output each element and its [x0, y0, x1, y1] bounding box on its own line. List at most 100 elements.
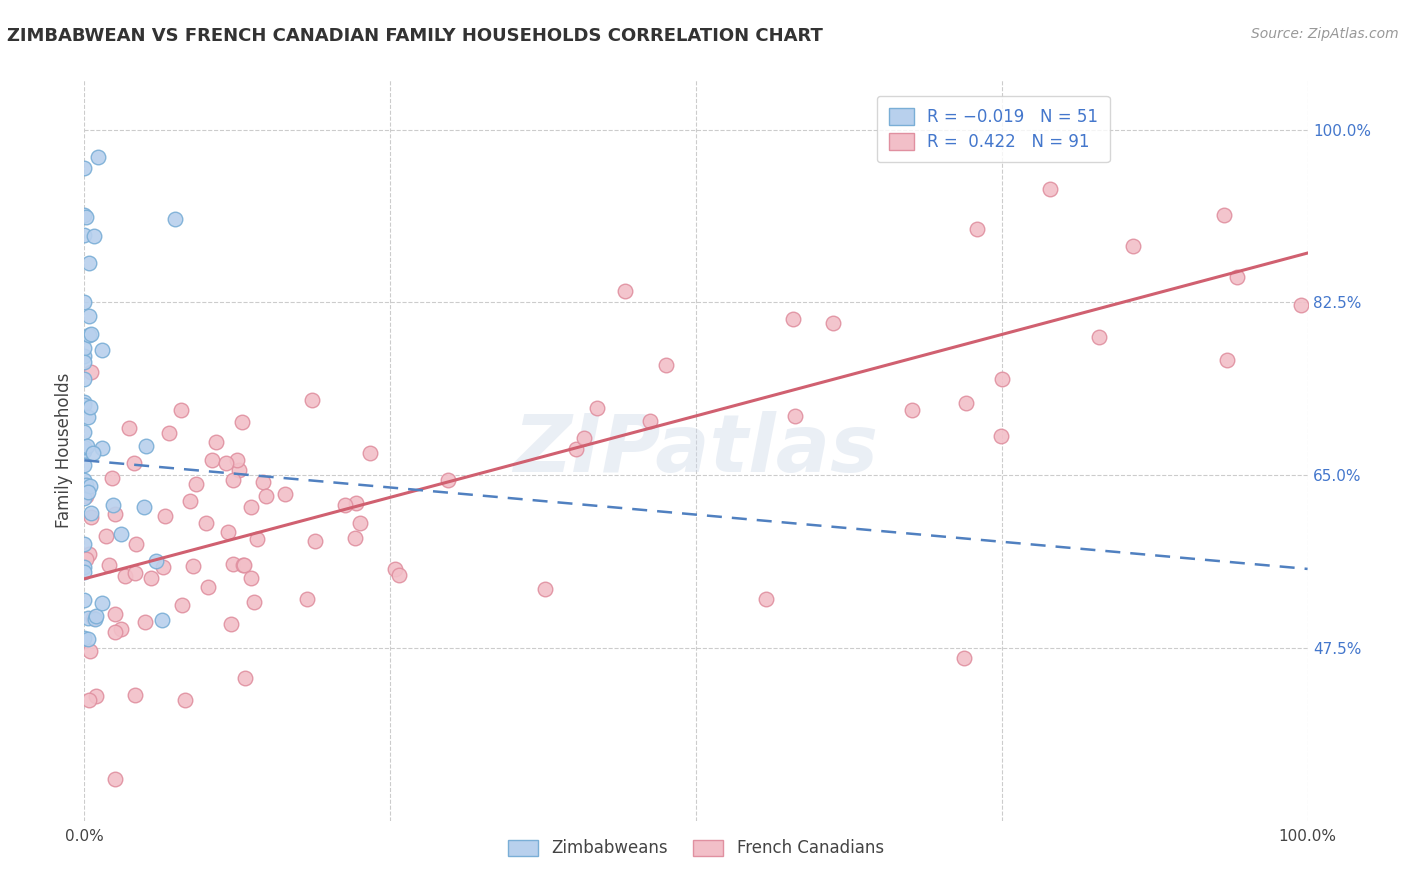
Point: [966, 221, 988, 235]
Point: [124, 566, 146, 580]
Point: [155, 508, 177, 523]
Point: [344, 496, 367, 510]
Point: [73, 631, 96, 645]
Point: [101, 471, 124, 485]
Point: [388, 568, 411, 582]
Point: [79, 256, 101, 270]
Point: [1088, 330, 1111, 344]
Point: [77, 692, 100, 706]
Text: ZIPatlas: ZIPatlas: [513, 411, 879, 490]
Point: [655, 358, 678, 372]
Point: [90, 441, 112, 455]
Point: [104, 624, 127, 639]
Point: [205, 435, 228, 450]
Point: [157, 425, 180, 440]
Point: [197, 580, 219, 594]
Point: [240, 500, 263, 514]
Point: [139, 571, 162, 585]
Point: [231, 416, 253, 430]
Point: [124, 689, 146, 703]
Point: [901, 403, 924, 417]
Point: [77, 485, 100, 500]
Point: [1212, 208, 1234, 222]
Point: [73, 208, 96, 222]
Point: [134, 500, 156, 514]
Point: [135, 439, 157, 453]
Point: [186, 476, 208, 491]
Point: [783, 409, 806, 423]
Point: [91, 343, 114, 358]
Point: [73, 566, 96, 580]
Point: [219, 617, 242, 632]
Point: [232, 558, 254, 573]
Point: [572, 431, 595, 445]
Point: [359, 446, 381, 460]
Point: [823, 316, 845, 330]
Point: [103, 507, 125, 521]
Point: [82, 611, 104, 625]
Point: [73, 443, 96, 458]
Point: [215, 456, 238, 470]
Point: [169, 403, 191, 417]
Point: [233, 671, 256, 685]
Point: [104, 772, 127, 786]
Point: [80, 506, 103, 520]
Point: [73, 537, 96, 551]
Point: [73, 341, 96, 355]
Point: [335, 498, 357, 512]
Point: [246, 532, 269, 546]
Point: [90, 596, 112, 610]
Point: [73, 458, 96, 472]
Point: [564, 442, 586, 456]
Point: [87, 150, 110, 164]
Point: [82, 445, 104, 459]
Point: [73, 593, 96, 607]
Point: [110, 527, 132, 541]
Point: [73, 355, 96, 369]
Point: [118, 421, 141, 435]
Text: Source: ZipAtlas.com: Source: ZipAtlas.com: [1251, 27, 1399, 41]
Point: [1289, 298, 1312, 312]
Point: [77, 547, 100, 561]
Point: [75, 211, 97, 225]
Point: [77, 327, 100, 342]
Point: [79, 479, 101, 493]
Point: [134, 615, 156, 629]
Point: [172, 598, 194, 612]
Point: [640, 414, 662, 428]
Point: [301, 392, 323, 407]
Point: [73, 560, 96, 574]
Point: [304, 533, 326, 548]
Point: [77, 610, 100, 624]
Point: [73, 425, 96, 440]
Point: [77, 309, 100, 323]
Point: [991, 372, 1014, 386]
Point: [79, 510, 101, 524]
Point: [73, 398, 96, 412]
Point: [349, 516, 371, 530]
Point: [84, 608, 107, 623]
Point: [73, 491, 96, 505]
Point: [73, 441, 96, 455]
Point: [243, 595, 266, 609]
Point: [225, 452, 247, 467]
Point: [221, 557, 243, 571]
Point: [990, 429, 1012, 443]
Point: [125, 537, 148, 551]
Point: [84, 612, 107, 626]
Point: [145, 554, 167, 568]
Point: [295, 592, 318, 607]
Point: [98, 558, 121, 572]
Point: [75, 477, 97, 491]
Point: [79, 400, 101, 414]
Point: [114, 569, 136, 583]
Point: [163, 211, 186, 226]
Point: [73, 350, 96, 364]
Point: [1039, 182, 1062, 196]
Point: [221, 473, 243, 487]
Point: [274, 487, 297, 501]
Point: [73, 395, 96, 409]
Y-axis label: Family Households: Family Households: [55, 373, 73, 528]
Point: [955, 395, 977, 409]
Point: [80, 365, 103, 379]
